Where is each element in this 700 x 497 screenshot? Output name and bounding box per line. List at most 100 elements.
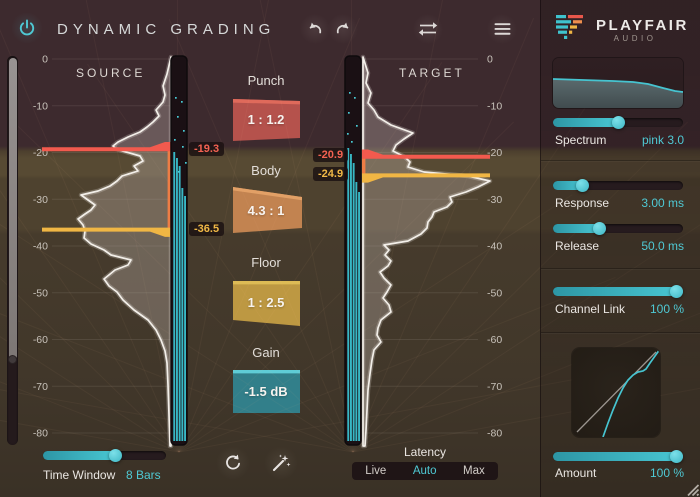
target-range-bracket [362,156,366,176]
source-panel-title: SOURCE [76,66,146,80]
db-tick-label: -60 [33,334,48,346]
amount-value[interactable]: 100 % [649,466,684,480]
source-range-bracket [167,149,171,230]
latency-option-auto[interactable]: Auto [412,465,437,477]
source-peak-line[interactable] [42,142,171,152]
time-window-value[interactable]: 8 Bars [126,468,161,482]
slider-thumb[interactable] [670,285,683,298]
floor-value[interactable]: 1 : 2.5 [247,295,285,310]
target-peak-line[interactable] [362,149,490,159]
floor-handle[interactable] [233,281,300,326]
swap-source-target-button[interactable] [413,14,443,44]
punch-label: Punch [247,73,285,88]
body-label: Body [251,163,281,178]
response-value[interactable]: 3.00 ms [641,196,684,210]
undo-button[interactable] [300,14,330,44]
source-gain-fader[interactable] [7,56,18,445]
target-histogram [363,57,490,446]
transfer-curve-display [572,348,660,437]
db-tick-label: -10 [487,100,502,112]
db-tick-label: -30 [33,194,48,206]
latency-option-live[interactable]: Live [365,465,387,477]
latency-label: Latency [403,445,447,459]
slider-thumb[interactable] [593,222,607,235]
release-label: Release [555,239,600,253]
swap-arrows-icon [418,22,438,36]
page-title: DYNAMIC GRADING [57,21,276,38]
power-button[interactable] [12,13,42,43]
db-tick-label: 0 [42,54,48,66]
menu-button[interactable] [487,14,517,44]
latency-option-max[interactable]: Max [462,465,485,477]
source-peak-readout: -19.3 [189,142,225,156]
slider-fill [553,452,683,461]
spectrum-value[interactable]: pink 3.0 [641,133,684,147]
source-floor-line[interactable] [42,227,171,237]
db-tick-label: -70 [487,381,502,393]
spectrum-area [553,79,683,108]
slider-fill [553,118,618,127]
reset-button[interactable] [216,446,250,480]
slider-fill [43,451,116,460]
target-floor-readout: -24.9 [313,167,349,181]
slider-thumb[interactable] [670,450,683,463]
spectrum-slider[interactable] [553,116,683,129]
power-icon [19,19,35,36]
body-value[interactable]: 4.3 : 1 [247,203,285,218]
sidebar-divider [541,332,700,333]
redo-button[interactable] [328,14,358,44]
target-peak-readout: -20.9 [313,148,349,162]
target-panel-title: TARGET [399,66,465,80]
release-value[interactable]: 50.0 ms [641,239,684,253]
time-window-label: Time Window [43,468,116,482]
magic-wand-icon [272,454,291,472]
redo-icon [336,22,349,34]
hamburger-menu-icon [494,23,510,35]
sidebar-divider [541,160,700,161]
spectrum-label: Spectrum [555,133,607,147]
db-tick-label: -20 [487,147,502,159]
source-floor-readout: -36.5 [189,222,225,236]
gain-label: Gain [252,345,280,360]
gain-handle[interactable] [233,370,300,413]
slider-fill [553,287,683,296]
source-gain-fader-knob[interactable] [8,355,17,364]
db-tick-label: 0 [487,54,493,66]
slider-thumb[interactable] [611,116,625,129]
latency-selector[interactable]: Live Auto Max [352,462,498,480]
db-tick-label: -70 [33,381,48,393]
amount-slider[interactable] [553,450,683,463]
spectrum-curve [553,78,683,93]
punch-handle[interactable] [233,99,300,141]
db-tick-label: -10 [33,100,48,112]
db-tick-label: -80 [487,428,502,440]
db-tick-label: -60 [487,334,502,346]
amount-label: Amount [555,466,597,480]
channel-link-slider[interactable] [553,285,683,298]
auto-learn-button[interactable] [264,446,298,480]
db-tick-label: -40 [33,241,48,253]
response-label: Response [555,196,610,210]
slider-thumb[interactable] [109,449,123,462]
sidebar-divider [541,268,700,269]
brand-name: PLAYFAIR [596,17,689,34]
slider-thumb[interactable] [576,179,590,192]
floor-label: Floor [251,255,281,270]
db-tick-label: -30 [487,194,502,206]
brand-subtitle: AUDIO [613,34,657,43]
playfair-logo-icon [556,15,583,39]
punch-value[interactable]: 1 : 1.2 [247,112,285,127]
resize-grip[interactable] [682,479,700,497]
transfer-curve [602,348,660,437]
slider-fill [553,224,600,233]
db-tick-label: -40 [487,241,502,253]
response-slider[interactable] [553,179,683,192]
channel-link-value[interactable]: 100 % [649,302,684,316]
release-slider[interactable] [553,222,683,235]
undo-icon [309,22,322,34]
db-tick-label: -80 [33,428,48,440]
body-handle[interactable] [233,187,302,233]
target-floor-line[interactable] [362,173,490,183]
gain-value[interactable]: -1.5 dB [244,384,288,399]
time-window-slider[interactable] [43,449,166,462]
